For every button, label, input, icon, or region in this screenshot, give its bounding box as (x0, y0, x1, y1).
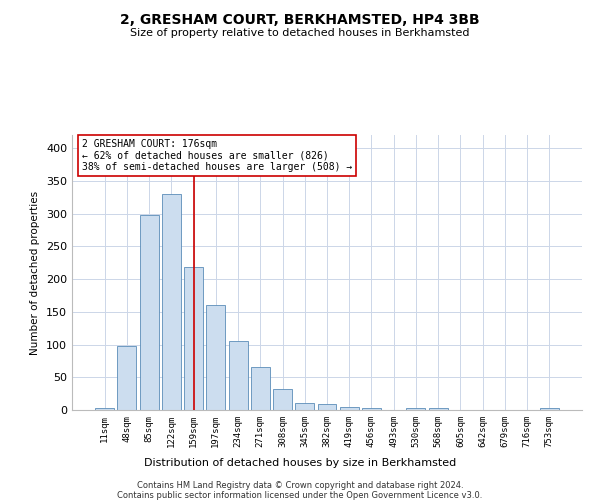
Y-axis label: Number of detached properties: Number of detached properties (31, 190, 40, 354)
Text: 2, GRESHAM COURT, BERKHAMSTED, HP4 3BB: 2, GRESHAM COURT, BERKHAMSTED, HP4 3BB (120, 12, 480, 26)
Bar (406, 408, 425, 410)
Text: Distribution of detached houses by size in Berkhamsted: Distribution of detached houses by size … (144, 458, 456, 468)
Text: Contains public sector information licensed under the Open Government Licence v3: Contains public sector information licen… (118, 491, 482, 500)
Bar (140, 215, 158, 410)
Bar (118, 346, 136, 410)
Bar (251, 368, 270, 410)
Bar (295, 404, 314, 410)
Bar (229, 341, 248, 410)
Bar (273, 389, 292, 410)
Bar (362, 408, 381, 410)
Text: Size of property relative to detached houses in Berkhamsted: Size of property relative to detached ho… (130, 28, 470, 38)
Text: 2 GRESHAM COURT: 176sqm
← 62% of detached houses are smaller (826)
38% of semi-d: 2 GRESHAM COURT: 176sqm ← 62% of detache… (82, 139, 352, 172)
Bar (206, 305, 225, 410)
Bar (540, 408, 559, 410)
Bar (429, 408, 448, 410)
Bar (162, 194, 181, 410)
Bar (95, 408, 114, 410)
Text: Contains HM Land Registry data © Crown copyright and database right 2024.: Contains HM Land Registry data © Crown c… (137, 481, 463, 490)
Bar (184, 268, 203, 410)
Bar (317, 404, 337, 410)
Bar (340, 406, 359, 410)
